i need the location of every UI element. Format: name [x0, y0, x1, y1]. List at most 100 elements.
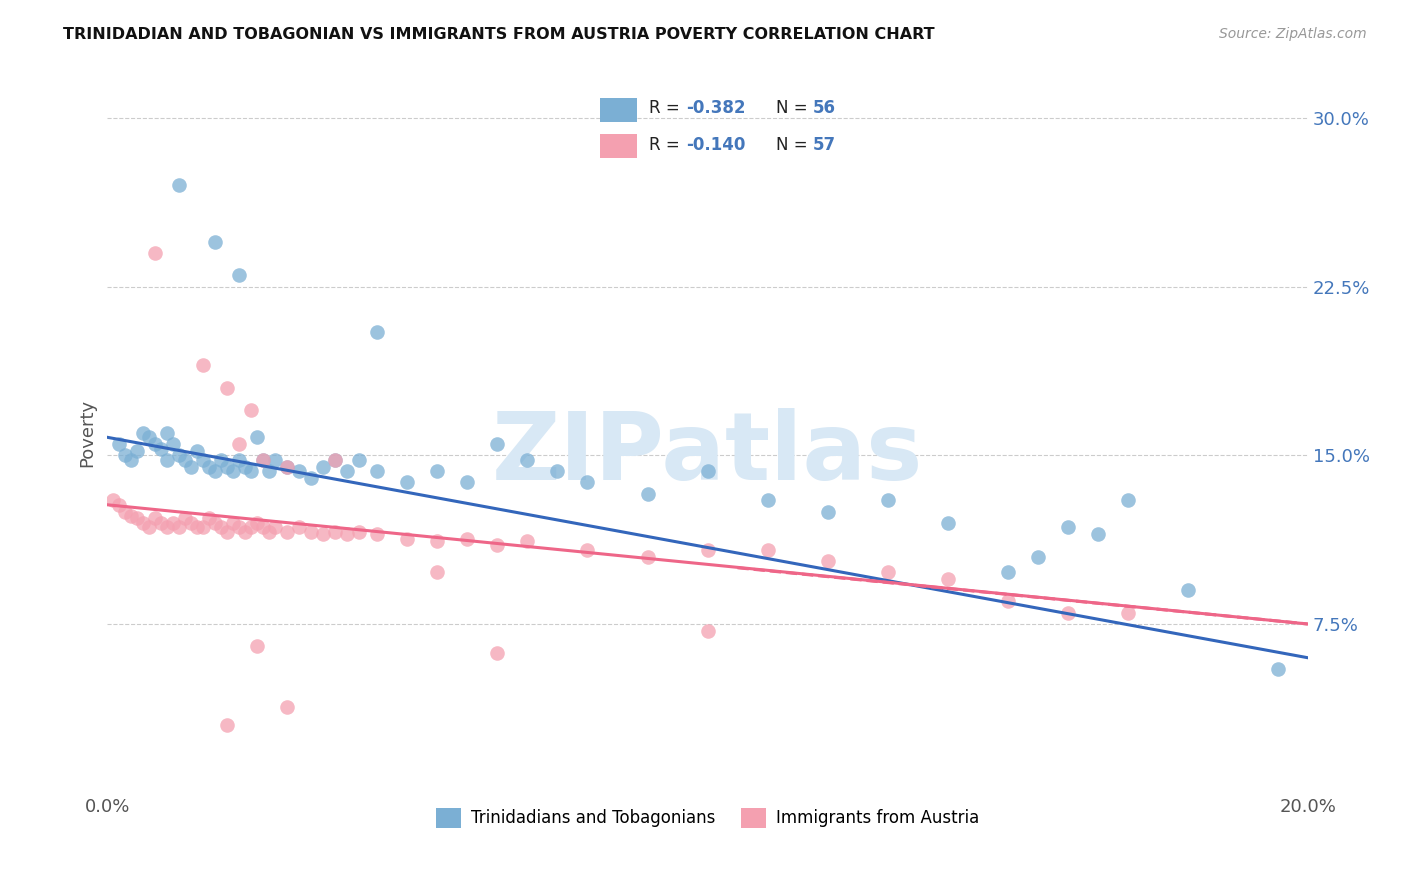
Point — [336, 527, 359, 541]
Point — [120, 509, 142, 524]
Point — [876, 493, 898, 508]
Point — [162, 437, 184, 451]
Point — [132, 425, 155, 440]
Point — [997, 566, 1019, 580]
Point — [114, 504, 136, 518]
Point — [301, 524, 323, 539]
Point — [312, 459, 335, 474]
Point — [186, 443, 208, 458]
Point — [312, 527, 335, 541]
Point — [127, 511, 149, 525]
Point — [1026, 549, 1049, 564]
Point — [817, 554, 839, 568]
Bar — [600, 98, 637, 122]
Point — [174, 511, 197, 525]
Point — [1056, 520, 1078, 534]
Point — [246, 640, 269, 654]
Point — [120, 452, 142, 467]
Point — [235, 459, 257, 474]
Text: R =: R = — [650, 100, 685, 118]
Point — [217, 718, 239, 732]
Point — [366, 325, 388, 339]
Point — [325, 524, 347, 539]
Point — [288, 520, 311, 534]
Point — [180, 516, 202, 530]
Point — [817, 504, 839, 518]
Point — [156, 520, 179, 534]
Point — [276, 459, 298, 474]
Point — [456, 532, 478, 546]
Point — [127, 443, 149, 458]
Point — [486, 646, 509, 660]
Point — [637, 549, 659, 564]
Point — [228, 520, 250, 534]
Text: TRINIDADIAN AND TOBAGONIAN VS IMMIGRANTS FROM AUSTRIA POVERTY CORRELATION CHART: TRINIDADIAN AND TOBAGONIAN VS IMMIGRANTS… — [63, 27, 935, 42]
Point — [193, 520, 215, 534]
Point — [204, 464, 226, 478]
Point — [426, 464, 449, 478]
Point — [222, 464, 245, 478]
Point — [193, 359, 215, 373]
Point — [204, 516, 226, 530]
Point — [259, 524, 281, 539]
Point — [426, 533, 449, 548]
Point — [132, 516, 155, 530]
Point — [246, 516, 269, 530]
Point — [217, 524, 239, 539]
Point — [576, 475, 599, 490]
Point — [1056, 606, 1078, 620]
Point — [169, 520, 191, 534]
Point — [276, 524, 298, 539]
Point — [240, 403, 263, 417]
Point — [204, 235, 226, 249]
Point — [209, 452, 232, 467]
Point — [145, 437, 167, 451]
Point — [217, 381, 239, 395]
Text: Source: ZipAtlas.com: Source: ZipAtlas.com — [1219, 27, 1367, 41]
Point — [114, 448, 136, 462]
Point — [366, 464, 388, 478]
Point — [1177, 583, 1199, 598]
Point — [150, 516, 173, 530]
Point — [325, 452, 347, 467]
Point — [486, 437, 509, 451]
Point — [138, 520, 160, 534]
Point — [547, 464, 569, 478]
Text: N =: N = — [776, 136, 813, 154]
Point — [516, 452, 538, 467]
Point — [1116, 493, 1139, 508]
Point — [516, 533, 538, 548]
Point — [150, 442, 173, 456]
Point — [180, 459, 202, 474]
Point — [246, 430, 269, 444]
Point — [222, 516, 245, 530]
Point — [240, 464, 263, 478]
Point — [193, 452, 215, 467]
Point — [325, 452, 347, 467]
Point — [349, 452, 371, 467]
Point — [162, 516, 184, 530]
Point — [145, 511, 167, 525]
Point — [276, 459, 298, 474]
Point — [169, 178, 191, 193]
Point — [228, 437, 250, 451]
Text: 56: 56 — [813, 100, 837, 118]
Text: -0.140: -0.140 — [686, 136, 745, 154]
Point — [349, 524, 371, 539]
Point — [1116, 606, 1139, 620]
Text: -0.382: -0.382 — [686, 100, 747, 118]
Point — [186, 520, 208, 534]
Point — [108, 498, 131, 512]
Text: N =: N = — [776, 100, 813, 118]
Point — [198, 511, 221, 525]
Point — [264, 452, 287, 467]
Point — [696, 542, 718, 557]
Point — [301, 471, 323, 485]
Point — [240, 520, 263, 534]
Point — [276, 700, 298, 714]
Point — [426, 566, 449, 580]
Point — [696, 624, 718, 638]
Point — [145, 246, 167, 260]
Point — [217, 459, 239, 474]
Bar — [600, 134, 637, 158]
